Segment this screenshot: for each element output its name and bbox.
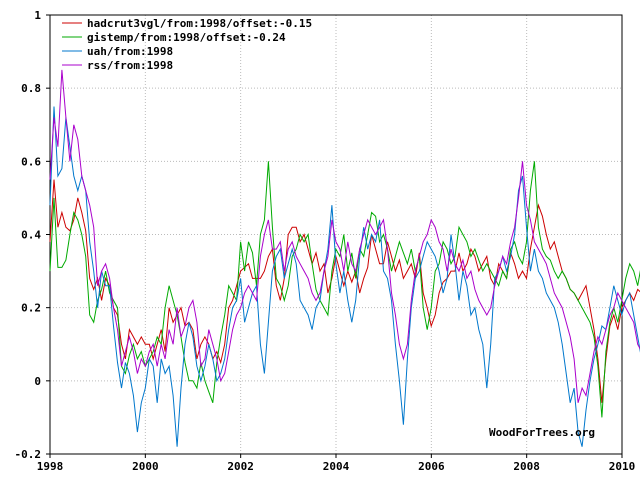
x-tick-label: 2000 [132,460,159,473]
x-tick-label: 2006 [418,460,445,473]
y-tick-label: 0.4 [21,229,41,242]
y-tick-label: -0.2 [15,448,42,461]
series-lines [49,69,640,447]
x-tick-label: 1998 [37,460,64,473]
series-line-1 [49,161,640,418]
y-tick-label: 0 [34,375,41,388]
x-tick-label: 2002 [227,460,254,473]
x-tick-label: 2004 [323,460,350,473]
y-tick-label: 0.6 [21,155,41,168]
x-tick-label: 2008 [513,460,540,473]
series-line-2 [49,106,640,447]
legend-label-2: uah/from:1998 [87,45,173,58]
credit-label: WoodForTrees.org [489,426,595,439]
legend-label-0: hadcrut3vgl/from:1998/offset:-0.15 [87,17,312,30]
y-tick-label: 0.2 [21,302,41,315]
legend: hadcrut3vgl/from:1998/offset:-0.15gistem… [62,17,312,72]
y-tick-label: 0.8 [21,82,41,95]
y-tick-label: 1 [34,9,41,22]
legend-label-3: rss/from:1998 [87,59,173,72]
axis-ticks: 1998 2000 2002 2004 2006 2008 2010 1 0.8 0.6 0.4 0.… [15,9,636,473]
series-line-3 [49,69,640,403]
x-tick-label: 2010 [609,460,636,473]
legend-label-1: gistemp/from:1998/offset:-0.24 [87,31,286,44]
